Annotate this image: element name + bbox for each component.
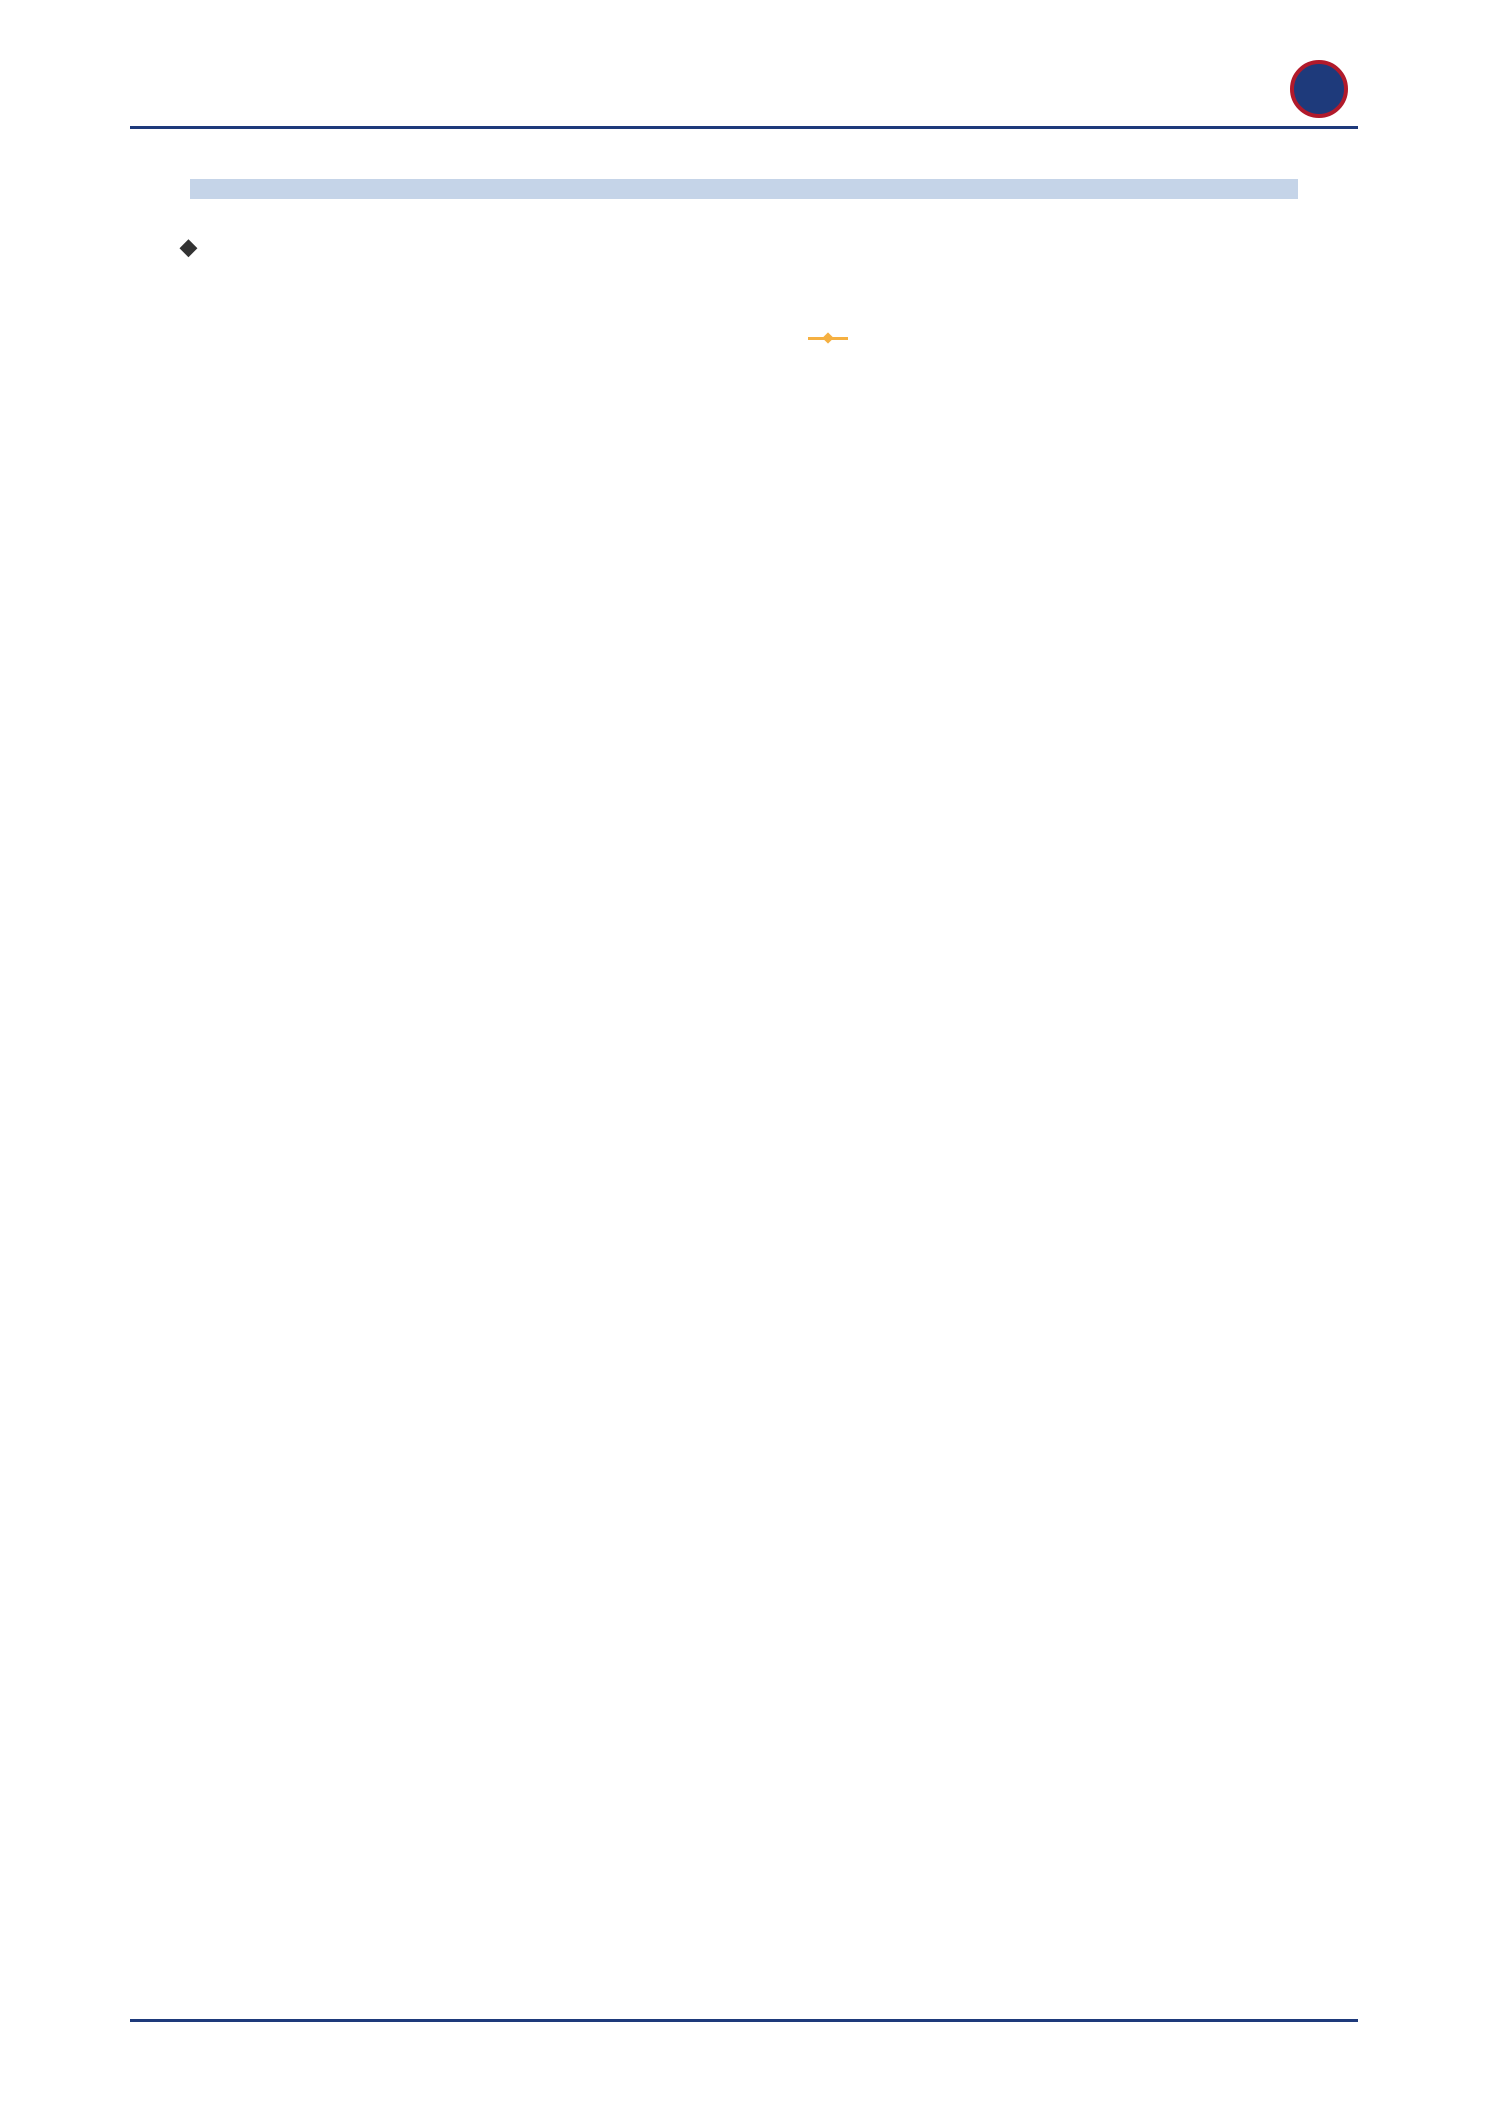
- legend-2019: [632, 330, 680, 346]
- chart-svg: [244, 352, 544, 502]
- footer: [130, 2019, 1358, 2034]
- section-heading: [190, 179, 1298, 199]
- header: [130, 60, 1358, 129]
- logo-badge-icon: [1290, 60, 1348, 118]
- diamond-bullet-icon: ◆: [180, 234, 197, 260]
- line-marker-icon: [808, 330, 848, 346]
- chart-legend: [244, 330, 1244, 346]
- legend-2020: [720, 330, 768, 346]
- legend-growth: [808, 330, 856, 346]
- logo: [1290, 60, 1358, 118]
- subheading: ◆: [180, 234, 1298, 260]
- chart: [244, 330, 1244, 502]
